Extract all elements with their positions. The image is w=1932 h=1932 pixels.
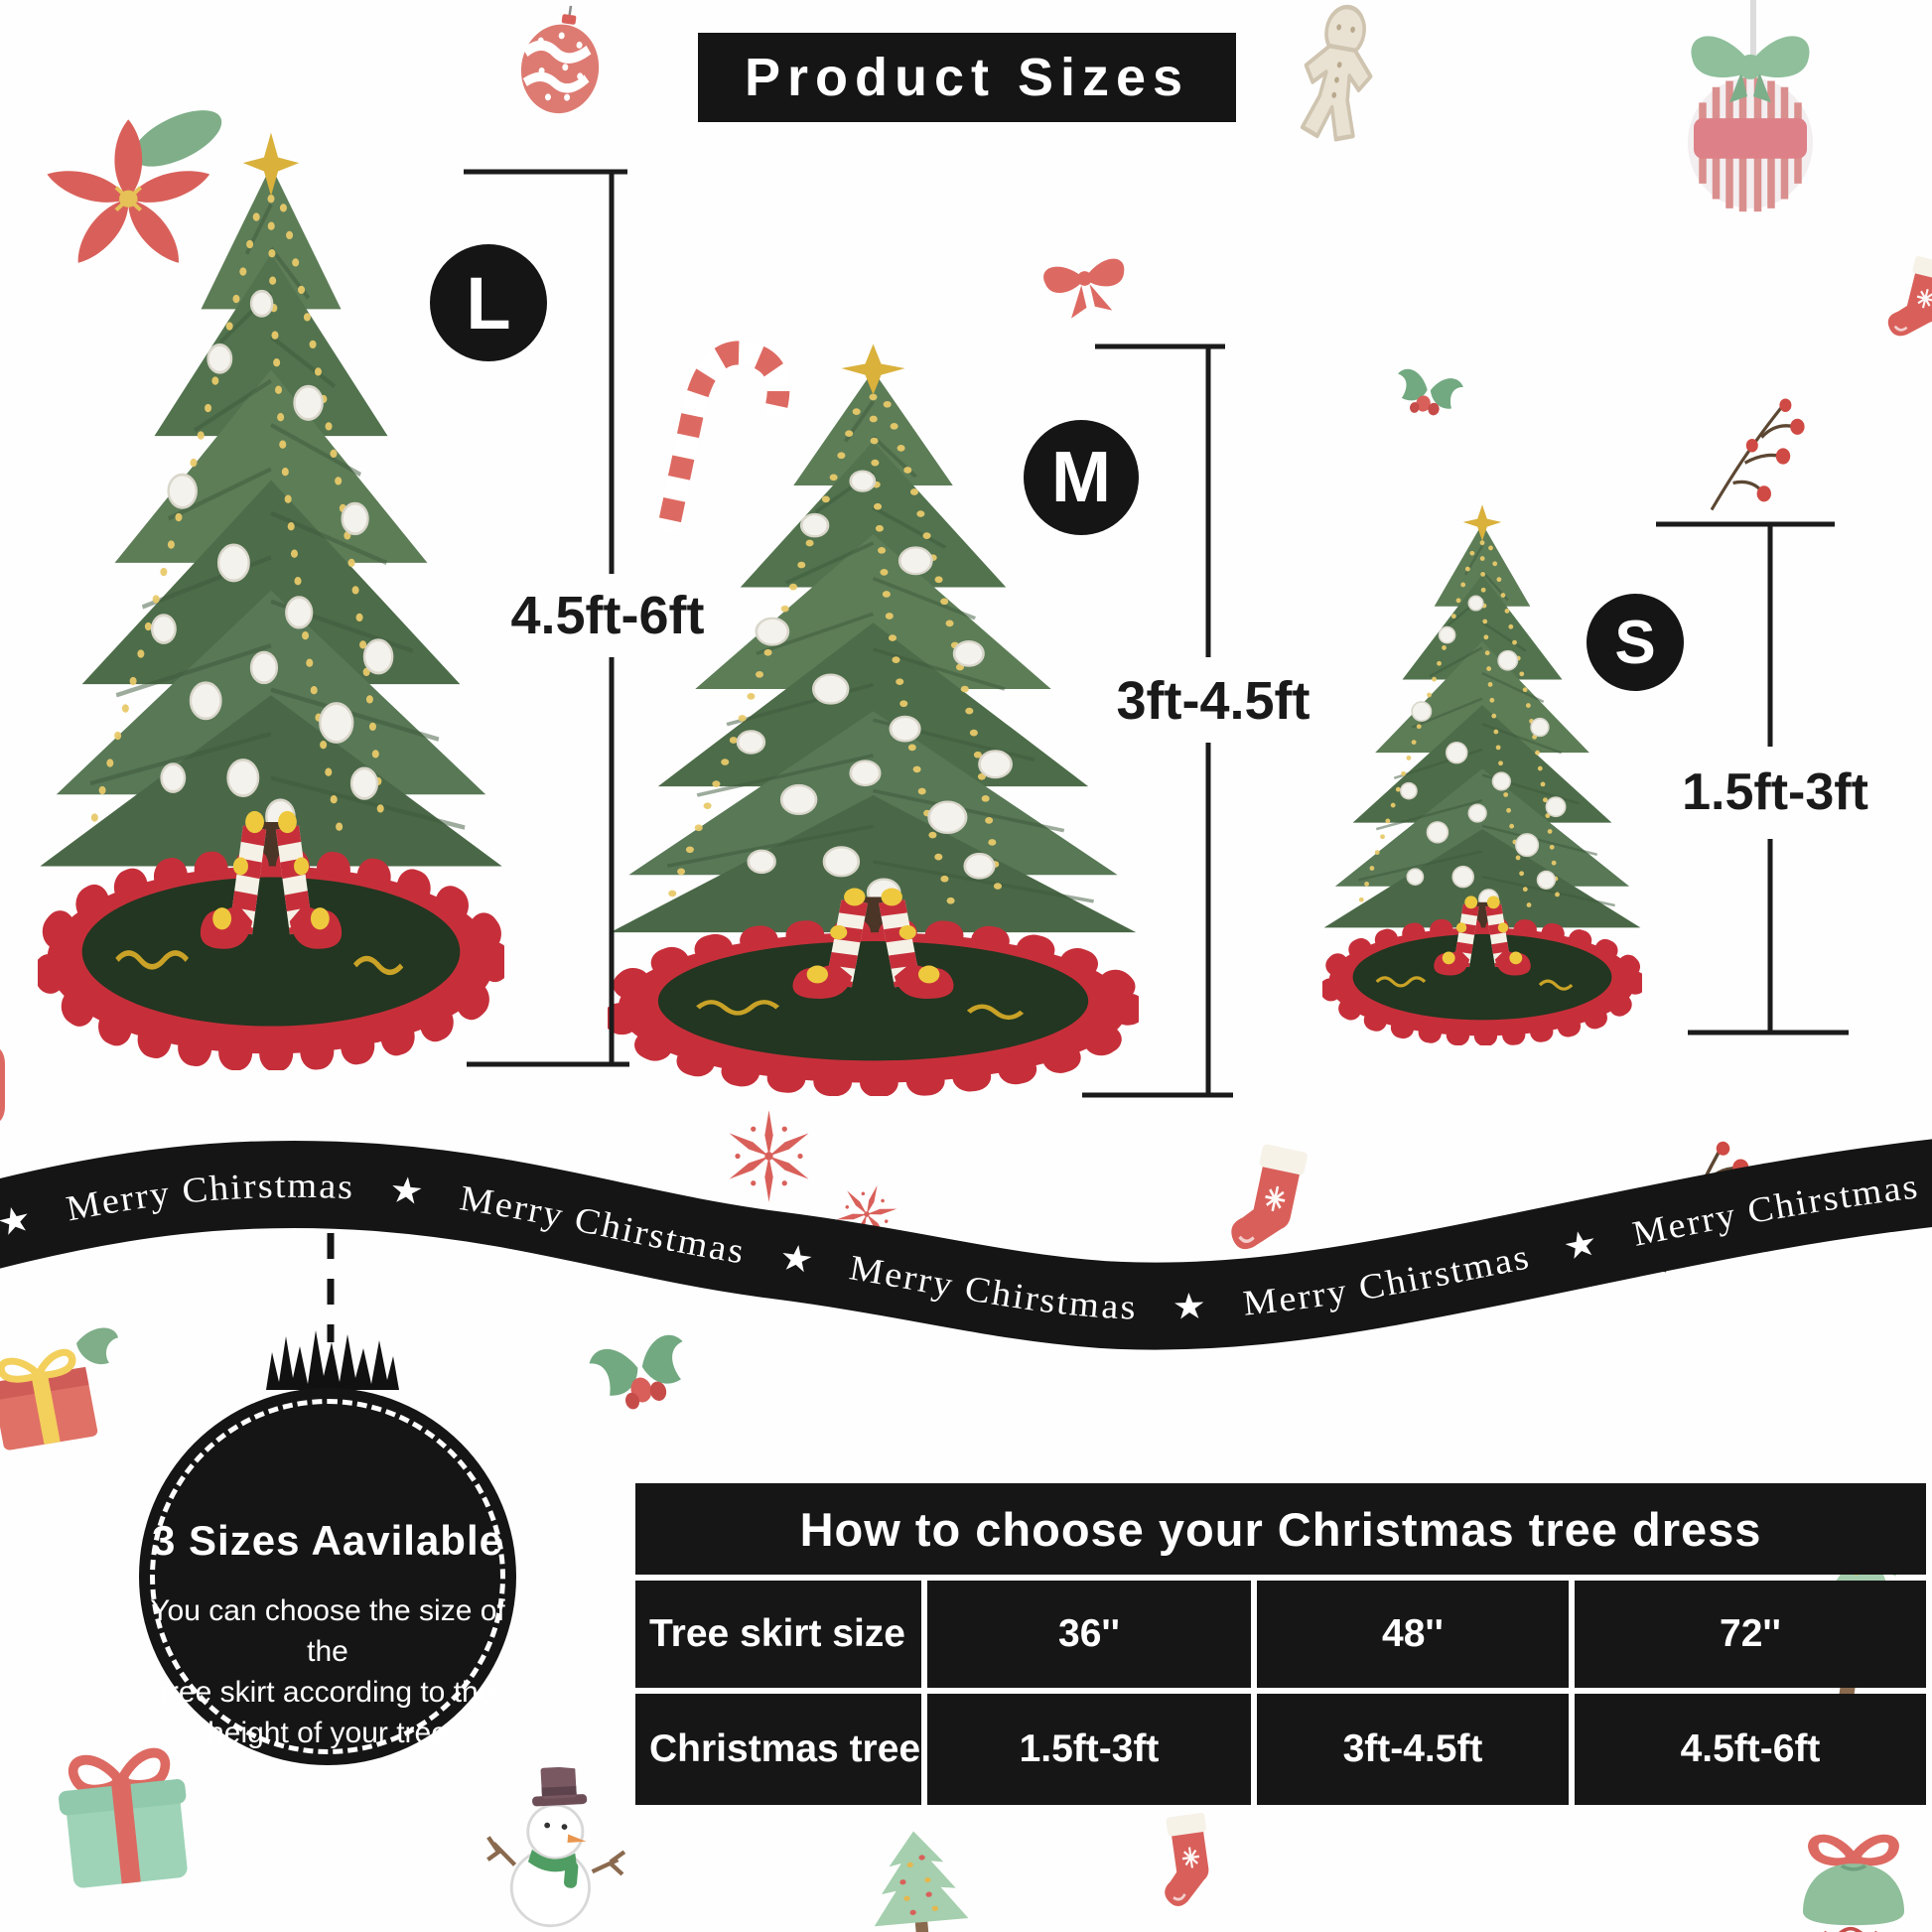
holly-icon (1398, 368, 1463, 416)
snowflake-icon (836, 1185, 897, 1243)
height-range-small: 1.5ft-3ft (1682, 763, 1868, 821)
berries-icon (1710, 398, 1805, 511)
page-title: Product Sizes (744, 48, 1190, 107)
table-row2-col1: 1.5ft-3ft (927, 1694, 1251, 1805)
gift-red-icon (0, 1327, 118, 1450)
bell-gift-icon (1803, 1834, 1904, 1932)
height-range-medium: 3ft-4.5ft (1116, 671, 1311, 731)
size-badge-medium: M (1024, 420, 1139, 535)
christmas-tree-medium (608, 344, 1139, 1096)
berries-icon (1662, 1141, 1749, 1273)
title-banner: Product Sizes (698, 33, 1236, 122)
size-table-title: How to choose your Christmas tree dress (635, 1483, 1926, 1575)
christmas-tree-large (38, 132, 504, 1070)
holly-icon (589, 1334, 683, 1410)
table-row1-col1: 36'' (927, 1581, 1251, 1688)
size-badge-small-letter: S (1614, 608, 1656, 677)
size-badge-large-letter: L (466, 261, 511, 345)
availability-line-2: tree skirt according to the (160, 1676, 495, 1709)
christmas-tree-small (1322, 504, 1642, 1045)
table-row2-label: Christmas tree (635, 1694, 921, 1805)
availability-title: 3 Sizes Aavilable (152, 1517, 503, 1564)
availability-line-1: You can choose the size of the (150, 1594, 505, 1668)
size-table: Tree skirt size 36'' 48'' 72'' Christmas… (635, 1581, 1926, 1805)
size-badge-large: L (430, 244, 547, 361)
height-range-large: 4.5ft-6ft (510, 586, 705, 645)
bauble-icon (520, 5, 600, 114)
gingerbread-icon (1300, 4, 1373, 142)
table-row1-col2: 48'' (1257, 1581, 1569, 1688)
size-badge-small: S (1587, 594, 1684, 691)
size-badge-medium-letter: M (1051, 438, 1111, 517)
ribbon-banner (0, 1139, 1932, 1350)
mint-tree-icon (874, 1831, 969, 1932)
size-table-title-text: How to choose your Christmas tree dress (799, 1502, 1762, 1556)
stocking-icon (1231, 1144, 1308, 1250)
snowman-icon (486, 1766, 626, 1928)
stocking-icon (1887, 256, 1932, 337)
ornament-tinsel (266, 1330, 399, 1390)
table-row1-col3: 72'' (1575, 1581, 1926, 1688)
ribbon-text: ★ Merry Chirstmas ★ Merry Chirstmas ★ Me… (0, 1166, 1921, 1327)
bow-icon (1043, 258, 1125, 319)
table-row2-col3: 4.5ft-6ft (1575, 1694, 1926, 1805)
availability-line-3: height of your tree (207, 1717, 448, 1749)
availability-ornament-badge: 3 Sizes Aavilable You can choose the siz… (139, 1388, 516, 1765)
stocking-icon (1165, 1812, 1209, 1907)
table-row1-label: Tree skirt size (635, 1581, 921, 1688)
red-partial-icon (0, 1048, 5, 1122)
snowflake-icon (729, 1110, 809, 1202)
table-row2-col2: 3ft-4.5ft (1257, 1694, 1569, 1805)
bow-ornament-icon (1688, 0, 1813, 212)
